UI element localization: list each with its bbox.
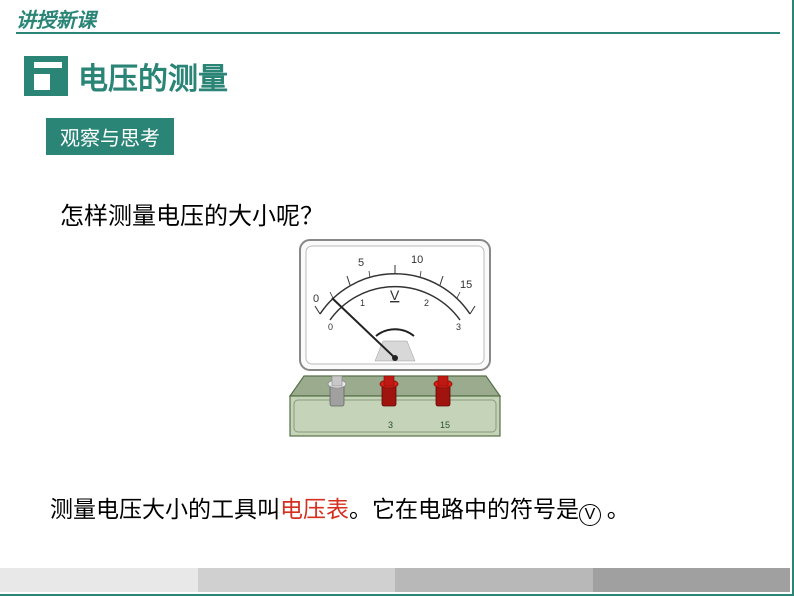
- scale-label: 15: [460, 279, 472, 291]
- footer-seg: [198, 568, 396, 592]
- answer-post: 。: [601, 497, 630, 522]
- scale-label: 0: [313, 293, 319, 305]
- terminal-label: 3: [388, 420, 393, 430]
- section-title-text: 电压的测量: [78, 54, 228, 98]
- unit-label: V: [390, 287, 400, 303]
- scale-label: 1: [360, 298, 365, 308]
- footer-seg: [395, 568, 593, 592]
- answer-pre: 测量电压大小的工具叫: [50, 497, 280, 522]
- scale-label: 3: [456, 322, 461, 332]
- subsection-label: 观察与思考: [46, 118, 174, 155]
- scale-label: 10: [411, 254, 423, 266]
- circuit-symbol-v: V: [579, 504, 601, 526]
- header-label: 讲授新课: [16, 4, 96, 33]
- footer-band: [0, 568, 790, 592]
- scale-label: 0: [328, 322, 333, 332]
- answer-highlight: 电压表: [280, 497, 349, 522]
- footer-seg: [0, 568, 198, 592]
- question-text: 怎样测量电压的大小呢？: [60, 196, 324, 231]
- scale-label: 2: [424, 298, 429, 308]
- answer-text: 测量电压大小的工具叫电压表。它在电路中的符号是V 。: [50, 490, 630, 526]
- footer-seg: [593, 568, 791, 592]
- scale-label: 5: [358, 257, 364, 269]
- section-icon: [24, 56, 68, 96]
- section-title: 电压的测量: [24, 54, 228, 98]
- slide: 讲授新课 电压的测量 观察与思考 怎样测量电压的大小呢？: [0, 0, 794, 596]
- answer-mid: 。它在电路中的符号是: [349, 497, 579, 522]
- voltmeter-image: 0 5 10 15 0 1 2 3 V: [280, 236, 510, 461]
- terminal-label: 15: [440, 420, 450, 430]
- header-rule: [16, 32, 780, 34]
